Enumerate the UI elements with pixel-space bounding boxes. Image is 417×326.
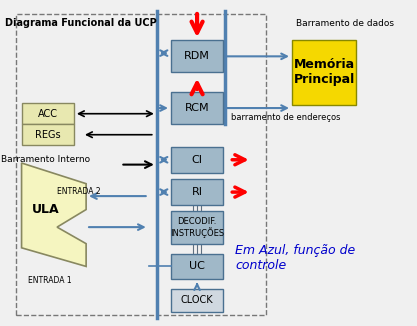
Text: ACC: ACC — [38, 109, 58, 119]
FancyBboxPatch shape — [22, 103, 74, 124]
Text: ENTRADA 1: ENTRADA 1 — [28, 276, 72, 285]
Text: ENTRADA 2: ENTRADA 2 — [57, 187, 100, 197]
Text: RI: RI — [191, 187, 203, 197]
FancyBboxPatch shape — [171, 179, 223, 205]
FancyBboxPatch shape — [171, 92, 223, 124]
Text: RCM: RCM — [185, 103, 209, 113]
Text: Memória
Principal: Memória Principal — [294, 58, 355, 86]
Text: barramento de endereços: barramento de endereços — [231, 113, 341, 122]
Text: CI: CI — [191, 155, 203, 165]
Text: ULA: ULA — [32, 203, 60, 216]
FancyBboxPatch shape — [171, 147, 223, 173]
Polygon shape — [22, 163, 86, 266]
FancyBboxPatch shape — [22, 124, 74, 145]
Text: Barramento de dados: Barramento de dados — [296, 19, 394, 28]
Text: RDM: RDM — [184, 51, 210, 61]
FancyBboxPatch shape — [171, 289, 223, 312]
Text: CLOCK: CLOCK — [181, 295, 214, 305]
Text: REGs: REGs — [35, 130, 60, 140]
FancyBboxPatch shape — [171, 212, 223, 244]
FancyBboxPatch shape — [171, 254, 223, 279]
Text: Barramento Interno: Barramento Interno — [1, 155, 90, 164]
Text: Em Azul, função de
controle: Em Azul, função de controle — [236, 244, 356, 272]
FancyBboxPatch shape — [292, 40, 357, 105]
Text: DECODIF.
INSTRUÇÕES: DECODIF. INSTRUÇÕES — [170, 217, 224, 239]
Text: UC: UC — [189, 261, 205, 272]
Text: Diagrama Funcional da UCP: Diagrama Funcional da UCP — [5, 18, 157, 28]
FancyBboxPatch shape — [171, 40, 223, 72]
